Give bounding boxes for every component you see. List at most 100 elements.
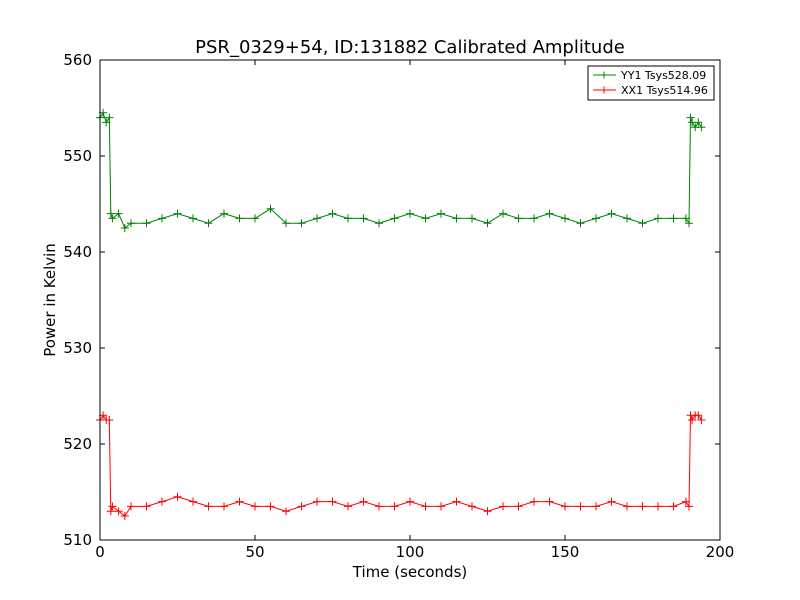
data-point [421, 502, 430, 511]
data-point [561, 214, 569, 223]
legend-marker [600, 71, 608, 79]
data-point [158, 214, 166, 223]
data-point [313, 214, 321, 223]
y-tick-label: 550 [63, 147, 92, 165]
data-point [106, 507, 115, 516]
plot-area [96, 108, 706, 520]
data-point [669, 214, 678, 223]
data-point [607, 209, 616, 218]
data-point [158, 497, 166, 506]
data-point [592, 502, 600, 511]
data-point [514, 502, 523, 511]
data-point [359, 497, 368, 506]
data-point [108, 214, 117, 223]
data-point [266, 204, 275, 213]
data-point [220, 209, 228, 218]
data-point [390, 502, 399, 511]
data-point [688, 416, 697, 424]
data-point [654, 502, 662, 511]
data-point [697, 416, 706, 424]
legend-box [587, 65, 715, 101]
legend-label: XX1 Tsys514.96 [621, 84, 708, 97]
y-tick-label: 560 [63, 51, 92, 69]
data-point [694, 411, 703, 420]
data-point [576, 502, 585, 511]
data-point [189, 214, 197, 223]
legend: YY1 Tsys528.09 XX1 Tsys514.96 [587, 65, 715, 101]
data-point [406, 209, 414, 218]
data-point [266, 502, 275, 511]
data-point [483, 219, 492, 228]
data-point [282, 507, 290, 516]
series-1 [96, 411, 706, 520]
data-point [297, 502, 306, 511]
data-point [127, 502, 135, 511]
data-point [545, 497, 554, 506]
data-point [120, 224, 129, 232]
legend-marker [600, 86, 608, 94]
data-point [452, 214, 461, 223]
data-point [106, 209, 115, 218]
data-point [669, 502, 678, 511]
data-point [359, 214, 368, 223]
data-point [607, 497, 616, 506]
x-tick-label: 150 [551, 543, 580, 561]
data-point [545, 209, 554, 218]
y-axis-label: Power in Kelvin [41, 243, 59, 357]
y-tick-label: 520 [63, 435, 92, 453]
data-point [406, 497, 414, 506]
data-point [344, 214, 352, 223]
data-point [421, 214, 430, 223]
data-point [204, 502, 213, 511]
data-point [390, 214, 399, 223]
series-0 [96, 108, 706, 232]
data-point [142, 502, 151, 511]
data-point [468, 502, 476, 511]
data-point [189, 497, 197, 506]
data-point [120, 512, 129, 520]
data-point [685, 502, 693, 511]
data-point [105, 416, 114, 424]
y-tick-label: 510 [63, 531, 92, 549]
data-point [142, 219, 151, 228]
data-point [437, 209, 445, 218]
data-point [452, 497, 461, 506]
data-point [468, 214, 476, 223]
chart-title: PSR_0329+54, ID:131882 Calibrated Amplit… [195, 37, 625, 58]
x-axis-label: Time (seconds) [352, 563, 468, 581]
y-tick-label: 530 [63, 339, 92, 357]
data-point [697, 123, 706, 132]
x-tick-label: 0 [95, 543, 105, 561]
data-point [114, 209, 123, 218]
data-point [105, 113, 114, 122]
data-point [328, 497, 337, 506]
data-point [235, 497, 244, 506]
data-point [102, 118, 111, 127]
data-point [623, 214, 631, 223]
data-point [251, 502, 259, 511]
data-point [654, 214, 662, 223]
data-point [681, 497, 690, 506]
data-point [173, 209, 182, 218]
data-point [173, 492, 182, 501]
data-point [514, 214, 523, 223]
data-point [576, 219, 585, 228]
data-point [561, 502, 569, 511]
data-point [114, 507, 123, 516]
data-point [375, 502, 383, 511]
data-point [483, 507, 492, 516]
data-point [686, 113, 695, 122]
data-point [437, 502, 445, 511]
data-point [204, 219, 213, 228]
x-tick-label: 50 [245, 543, 264, 561]
data-point [638, 502, 647, 511]
data-point [328, 209, 337, 218]
data-point [499, 502, 507, 511]
legend-label: YY1 Tsys528.09 [620, 69, 706, 82]
data-point [282, 219, 290, 228]
data-point [375, 219, 383, 228]
data-point [344, 502, 352, 511]
data-point [685, 219, 693, 228]
y-tick-label: 540 [63, 243, 92, 261]
